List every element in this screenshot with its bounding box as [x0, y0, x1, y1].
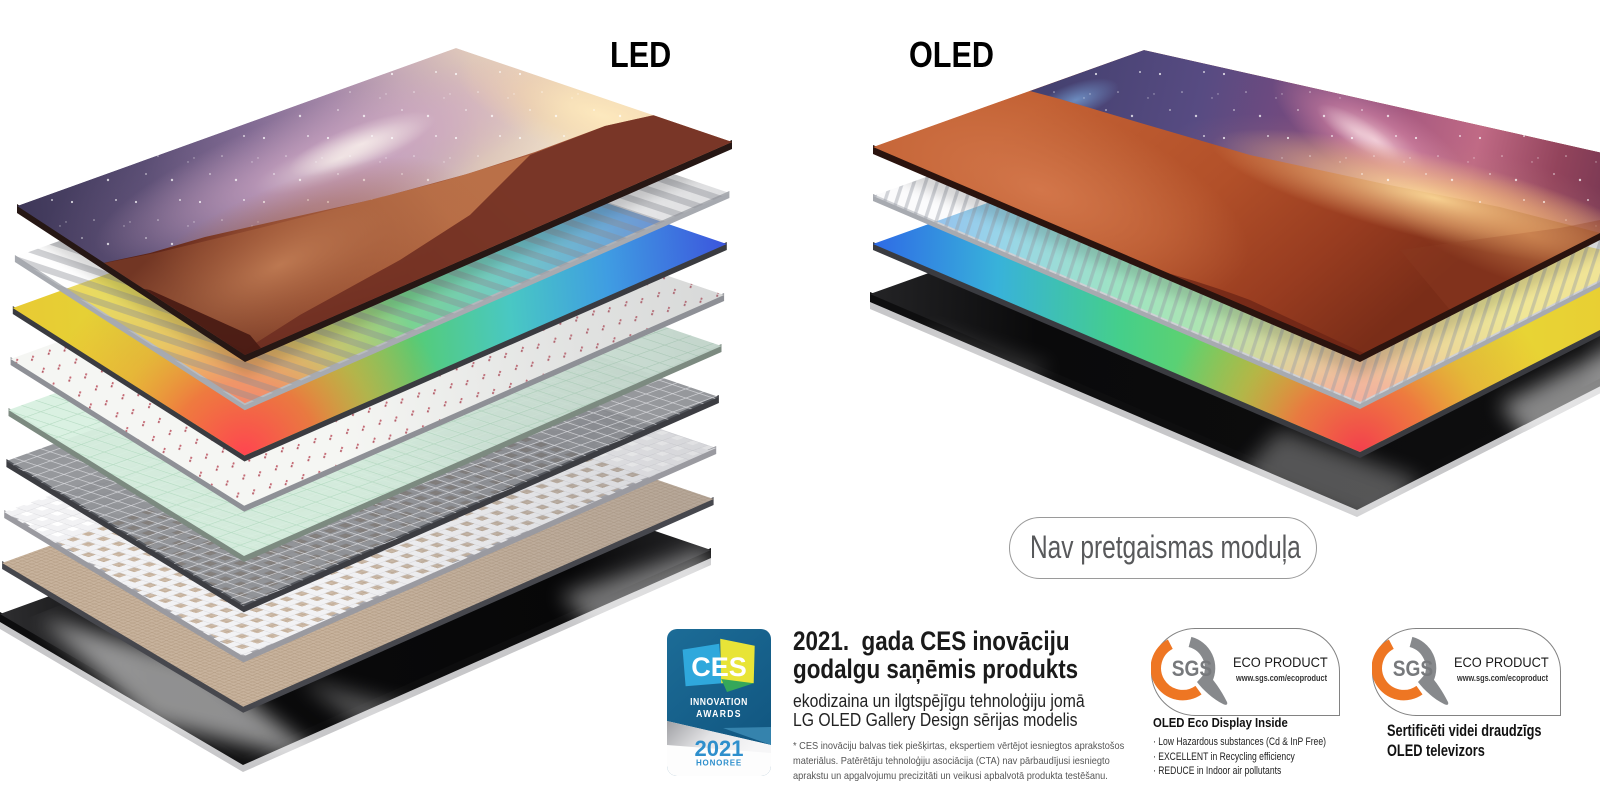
svg-text:HONOREE: HONOREE: [696, 759, 742, 768]
svg-text:ECO PRODUCT: ECO PRODUCT: [1233, 655, 1328, 670]
svg-text:www.sgs.com/ecoproduct: www.sgs.com/ecoproduct: [1456, 673, 1548, 683]
svg-text:AWARDS: AWARDS: [696, 708, 742, 720]
svg-text:SGS: SGS: [1172, 657, 1212, 682]
svg-text:CES: CES: [691, 652, 747, 682]
svg-text:www.sgs.com/ecoproduct: www.sgs.com/ecoproduct: [1235, 673, 1327, 683]
svg-text:INNOVATION: INNOVATION: [690, 696, 748, 708]
svg-text:SGS: SGS: [1393, 657, 1433, 682]
svg-text:2021: 2021: [695, 736, 744, 761]
svg-text:ECO PRODUCT: ECO PRODUCT: [1454, 655, 1549, 670]
